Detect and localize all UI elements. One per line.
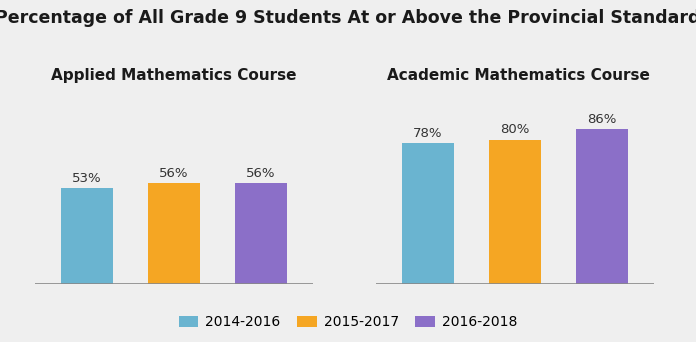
Text: Percentage of All Grade 9 Students At or Above the Provincial Standard: Percentage of All Grade 9 Students At or… — [0, 9, 696, 27]
Text: 53%: 53% — [72, 172, 102, 185]
Bar — [235, 183, 287, 284]
Text: Academic Mathematics Course: Academic Mathematics Course — [387, 68, 650, 83]
Text: 78%: 78% — [413, 127, 443, 140]
Text: 56%: 56% — [159, 167, 189, 180]
Text: 86%: 86% — [587, 113, 617, 126]
Text: 80%: 80% — [500, 123, 530, 136]
Bar — [61, 188, 113, 284]
Legend: 2014-2016, 2015-2017, 2016-2018: 2014-2016, 2015-2017, 2016-2018 — [173, 310, 523, 335]
Bar — [576, 129, 628, 284]
Bar — [148, 183, 200, 284]
Bar — [402, 143, 454, 284]
Bar — [489, 140, 541, 284]
Text: 56%: 56% — [246, 167, 276, 180]
Text: Applied Mathematics Course: Applied Mathematics Course — [52, 68, 296, 83]
